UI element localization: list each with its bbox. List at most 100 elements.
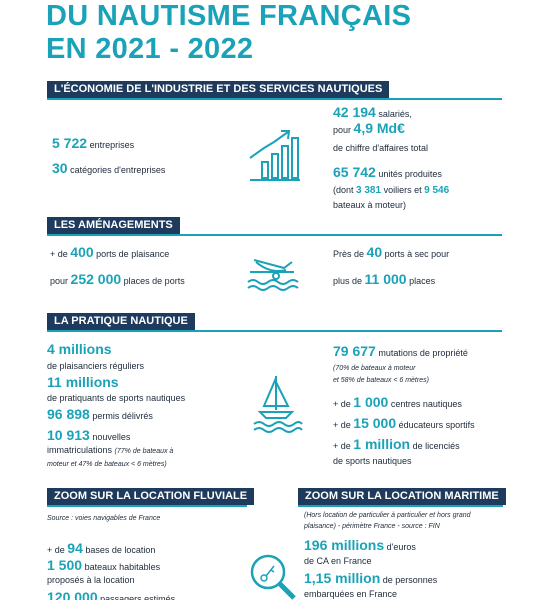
key-search-icon [250,554,296,600]
text: et 58% de bateaux < 6 mètres) [333,377,429,384]
heading-rule [47,98,502,100]
text: (dont [333,185,354,195]
key-figure: 94 [67,540,83,556]
key-figure: 42 194 [333,104,376,120]
heading-rule [47,505,247,507]
text: mutations de propriété [378,348,468,358]
text-line: 1,15 million de personnes [304,571,437,587]
text: éducateurs sportifs [398,420,475,430]
text-line: (Hors location de particulier à particul… [304,507,471,523]
text: places de ports [123,276,185,286]
key-figure: 96 898 [47,406,90,422]
key-figure: 1,15 million [304,570,381,586]
text-line: 4 millions [47,342,112,358]
heading-rule [47,330,502,332]
text-line: Près de 40 ports à sec pour [333,245,449,261]
text: (Hors location de particulier à particul… [304,512,471,519]
key-figure: 79 677 [333,343,376,359]
key-figure: 15 000 [353,415,397,431]
text: centres nautiques [390,399,462,409]
key-figure: 400 [70,244,94,260]
heading-text: ZOOM SUR LA LOCATION FLUVIALE [47,488,255,505]
title-line: DU NAUTISME FRANÇAIS [46,0,412,32]
text-line: Source : voies navigables de France [47,510,160,526]
text: de pratiquants de sports nautiques [47,393,186,403]
text: pour [50,276,69,286]
text-line: de chiffre d'affaires total [333,141,428,155]
key-figure: 40 [366,244,383,260]
text-line: + de 1 million de licenciés [333,437,460,453]
text-line: + de 15 000 éducateurs sportifs [333,416,475,432]
key-figure: 4 millions [47,341,112,357]
text-line: pour 252 000 places de ports [50,272,185,288]
text-line: moteur et 47% de bateaux < 6 mètres) [47,456,167,472]
text: Source : voies navigables de France [47,515,161,522]
text: entreprises [89,140,135,150]
text-line: embarquées en France [304,587,397,600]
key-figure: 252 000 [70,271,122,287]
heading-rule [47,234,502,236]
heading-rule [298,505,503,507]
text: immatriculations [47,445,113,455]
text-line: (70% de bateaux à moteur [333,360,416,376]
heading-text: LES AMÉNAGEMENTS [47,217,180,234]
text: bases de location [85,545,156,555]
section-heading: ZOOM SUR LA LOCATION FLUVIALE [47,488,255,507]
text-line: proposés à la location [47,573,135,587]
text: voiliers et [383,185,422,195]
text: ports à sec pour [384,249,450,259]
key-figure: 1 million [353,436,411,452]
text-line: 10 913 nouvelles [47,428,130,444]
text: Près de [333,249,365,259]
text-line: et 58% de bateaux < 6 mètres) [333,372,429,388]
text: de plaisanciers réguliers [47,361,145,371]
key-figure: 120 000 [47,589,98,600]
key-figure: 4,9 Md€ [353,120,405,136]
text-line: + de 400 ports de plaisance [50,245,169,261]
section-heading: L'ÉCONOMIE DE L'INDUSTRIE ET DES SERVICE… [47,81,502,100]
text: (77% de bateaux à [114,448,174,455]
text-line: bateaux à moteur) [333,198,406,212]
text-line: plus de 11 000 places [333,272,435,288]
text: + de [50,249,68,259]
text: plus de [333,276,363,286]
text: de personnes [382,575,438,585]
text: unités produites [378,169,442,179]
text: de chiffre d'affaires total [333,143,428,153]
text-line: (dont 3 381 voiliers et 9 546 [333,183,449,198]
key-figure: 9 546 [424,185,450,196]
text-line: 5 722 entreprises [52,136,134,152]
text: de licenciés [412,441,460,451]
text-line: plaisance) - périmètre France - source :… [304,518,440,534]
text-line: 1 500 bateaux habitables [47,558,160,574]
text-line: de sports nautiques [333,454,412,468]
text: places [409,276,436,286]
text: d'euros [386,542,416,552]
chart-icon [249,130,300,181]
key-figure: 10 913 [47,427,90,443]
text-line: + de 1 000 centres nautiques [333,395,462,411]
text-line: de plaisanciers réguliers [47,359,144,373]
text: embarquées en France [304,589,398,599]
text-line: de pratiquants de sports nautiques [47,391,185,405]
key-figure: 1 000 [353,394,389,410]
title-line: EN 2021 - 2022 [46,33,254,65]
text-line: 65 742 unités produites [333,165,442,181]
text-line: 196 millions d'euros [304,538,416,554]
text-line: 79 677 mutations de propriété [333,344,468,360]
text: de sports nautiques [333,456,412,466]
key-figure: 11 millions [47,374,119,390]
text: pour [333,125,352,135]
text-line: 120 000 passagers estimés [47,590,175,600]
text: de CA en France [304,556,372,566]
text: ports de plaisance [96,249,170,259]
text: + de [333,420,351,430]
text-line: 96 898 permis délivrés [47,407,153,423]
text: + de [333,399,351,409]
text-line: 42 194 salariés, [333,105,412,121]
section-heading: LA PRATIQUE NAUTIQUE [47,313,502,332]
key-figure: 65 742 [333,164,376,180]
text: salariés, [378,109,412,119]
key-figure: 1 500 [47,557,83,573]
